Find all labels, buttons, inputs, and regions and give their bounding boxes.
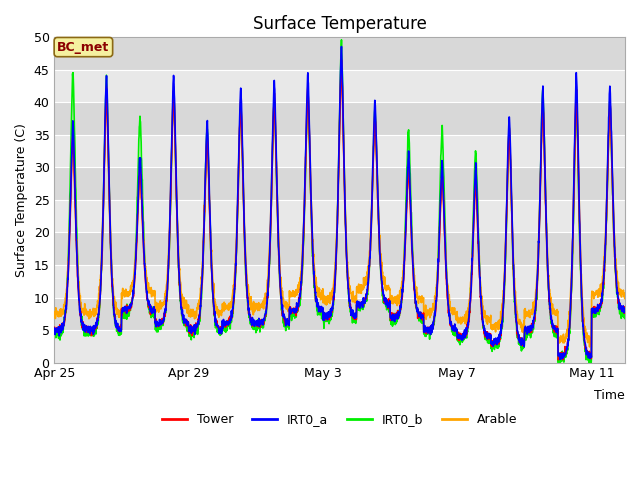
Text: BC_met: BC_met bbox=[57, 41, 109, 54]
Bar bbox=[54, 265, 625, 298]
Bar bbox=[54, 135, 625, 168]
Bar bbox=[54, 330, 625, 362]
Bar bbox=[54, 102, 625, 135]
Bar bbox=[54, 298, 625, 330]
Bar bbox=[54, 200, 625, 232]
Bar bbox=[54, 168, 625, 200]
Legend: Tower, IRT0_a, IRT0_b, Arable: Tower, IRT0_a, IRT0_b, Arable bbox=[157, 408, 523, 431]
Bar bbox=[54, 37, 625, 70]
Text: Time: Time bbox=[595, 389, 625, 402]
Bar bbox=[54, 70, 625, 102]
Y-axis label: Surface Temperature (C): Surface Temperature (C) bbox=[15, 123, 28, 277]
Title: Surface Temperature: Surface Temperature bbox=[253, 15, 427, 33]
Bar bbox=[54, 232, 625, 265]
